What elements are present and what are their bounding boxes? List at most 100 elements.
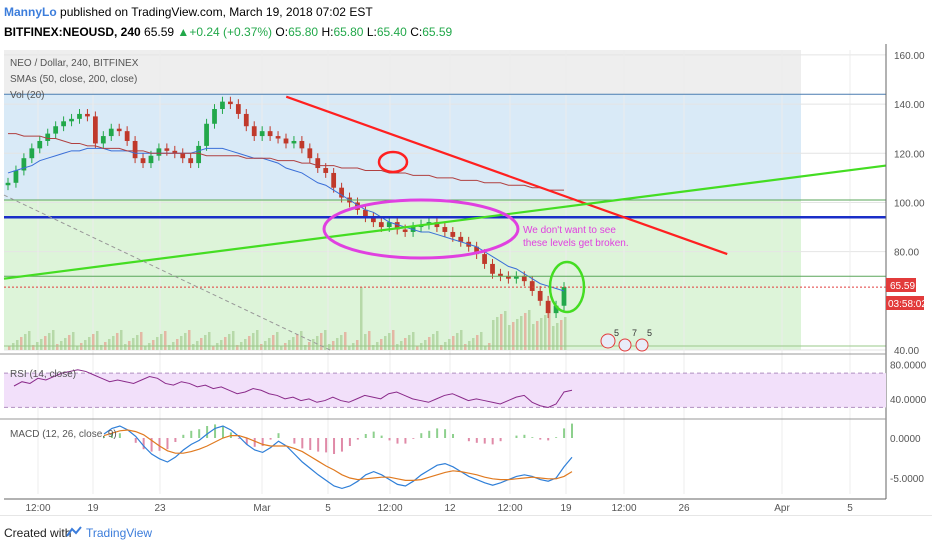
volume-bar	[72, 332, 75, 350]
rsi-tick-label: 40.0000	[890, 395, 927, 406]
candle-body	[69, 118, 74, 122]
us-flag-icon[interactable]	[635, 338, 649, 352]
candle-body	[307, 148, 313, 159]
time-tick-label: 23	[154, 503, 166, 514]
volume-bar	[192, 344, 195, 350]
volume-bar	[412, 332, 415, 350]
volume-bar	[380, 339, 383, 350]
volume-bar	[432, 334, 435, 350]
candle-body	[259, 131, 265, 137]
high-value: 65.80	[333, 25, 364, 39]
tradingview-link[interactable]: TradingView	[86, 526, 153, 540]
candle-body	[561, 287, 567, 306]
countdown-tag-bg	[886, 296, 924, 310]
candle-body	[124, 131, 130, 141]
candle-body	[235, 104, 241, 114]
volume-bar	[84, 340, 87, 350]
candle-body	[61, 121, 66, 127]
candle-body	[5, 182, 11, 186]
volume-bar	[340, 335, 343, 350]
macd-histogram-bar	[372, 431, 375, 438]
candle-body	[220, 101, 225, 110]
volume-bar	[48, 333, 51, 350]
legend-sma: SMAs (50, close, 200, close)	[10, 74, 137, 85]
candle-body	[291, 140, 297, 144]
close-label: C:	[410, 25, 423, 39]
macd-tick-label: 0.0000	[890, 434, 921, 445]
price-tick-label: 80.00	[894, 248, 919, 259]
macd-histogram-bar	[198, 429, 201, 438]
macd-histogram-bar	[118, 433, 121, 438]
candle-body	[92, 116, 98, 144]
candle-body	[164, 148, 170, 151]
volume-bar	[16, 340, 19, 350]
macd-histogram-bar	[388, 438, 391, 441]
macd-histogram-bar	[158, 438, 161, 451]
volume-bar	[44, 336, 47, 350]
macd-histogram-bar	[547, 438, 550, 441]
macd-histogram-bar	[293, 438, 296, 444]
annotation-line-1: We don't want to see	[523, 225, 616, 236]
price-chart[interactable]: 160.00 140.00 120.00 100.00 80.00 40.00 12:00 1…	[0, 44, 932, 514]
candle-body	[299, 140, 305, 149]
macd-histogram-bar	[523, 434, 526, 438]
volume-bar	[120, 330, 123, 350]
volume-bar	[404, 338, 407, 350]
macd-histogram-bar	[150, 438, 153, 452]
volume-bar	[144, 346, 147, 350]
macd-histogram-bar	[261, 438, 264, 446]
volume-bar	[52, 330, 55, 350]
macd-histogram-bar	[301, 438, 304, 449]
low-label: L:	[366, 25, 377, 39]
publish-info: published on TradingView.com, March 19, …	[60, 5, 373, 19]
volume-bar	[268, 338, 271, 350]
ohlc-line: BITFINEX:NEOUSD, 240 65.59 ▲+0.24 (+0.37…	[4, 25, 452, 39]
macd-histogram-bar	[436, 428, 439, 438]
volume-bar	[224, 337, 227, 350]
us-flag-icon[interactable]	[600, 333, 616, 349]
macd-histogram-bar	[277, 433, 280, 438]
volume-bar	[500, 314, 503, 350]
candle-body	[506, 276, 511, 279]
candle-body	[188, 158, 194, 164]
tradingview-logo-icon[interactable]	[66, 526, 82, 538]
countdown-tag: 03:58:02	[888, 299, 927, 310]
price-tick-label: 40.00	[894, 346, 919, 357]
volume-bar	[392, 330, 395, 350]
legend-rsi: RSI (14, close)	[10, 369, 76, 380]
us-flag-icon[interactable]	[618, 338, 632, 352]
volume-bar	[456, 333, 459, 350]
candle-body	[275, 136, 281, 139]
volume-bar	[312, 339, 315, 350]
annotation-line-2: these levels get broken.	[523, 238, 629, 249]
signal-line	[103, 429, 573, 481]
macd-histogram-bar	[269, 438, 272, 440]
volume-bar	[348, 346, 351, 350]
candle-body	[450, 231, 456, 237]
volume-bar	[40, 339, 43, 350]
volume-bar	[508, 325, 511, 350]
macd-histogram-bar	[182, 434, 185, 438]
candle-body	[513, 276, 519, 279]
volume-bar	[200, 338, 203, 350]
macd-histogram-bar	[571, 423, 573, 438]
footer: Created with TradingView	[0, 515, 932, 551]
time-tick-label: 19	[87, 503, 99, 514]
time-tick-label: 5	[325, 503, 331, 514]
event-icons[interactable]: 5 7 5	[600, 328, 652, 352]
time-tick-label: 12:00	[377, 503, 402, 514]
macd-histogram-bar	[499, 438, 502, 442]
author-link[interactable]: MannyLo	[4, 5, 57, 19]
volume-bar	[168, 345, 171, 350]
volume-bar	[252, 333, 255, 350]
macd-histogram-bar	[134, 438, 137, 443]
symbol-label[interactable]: BITFINEX:NEOUSD, 240	[4, 25, 141, 39]
time-tick-label: 26	[678, 503, 690, 514]
candle-body	[116, 128, 122, 132]
change-value: +0.24 (+0.37%)	[189, 25, 273, 39]
volume-bar	[480, 332, 483, 350]
macd-histogram-bar	[396, 438, 399, 444]
macd-histogram-bar	[380, 435, 383, 438]
volume-bar	[360, 287, 363, 350]
macd-histogram-bar	[483, 438, 486, 444]
